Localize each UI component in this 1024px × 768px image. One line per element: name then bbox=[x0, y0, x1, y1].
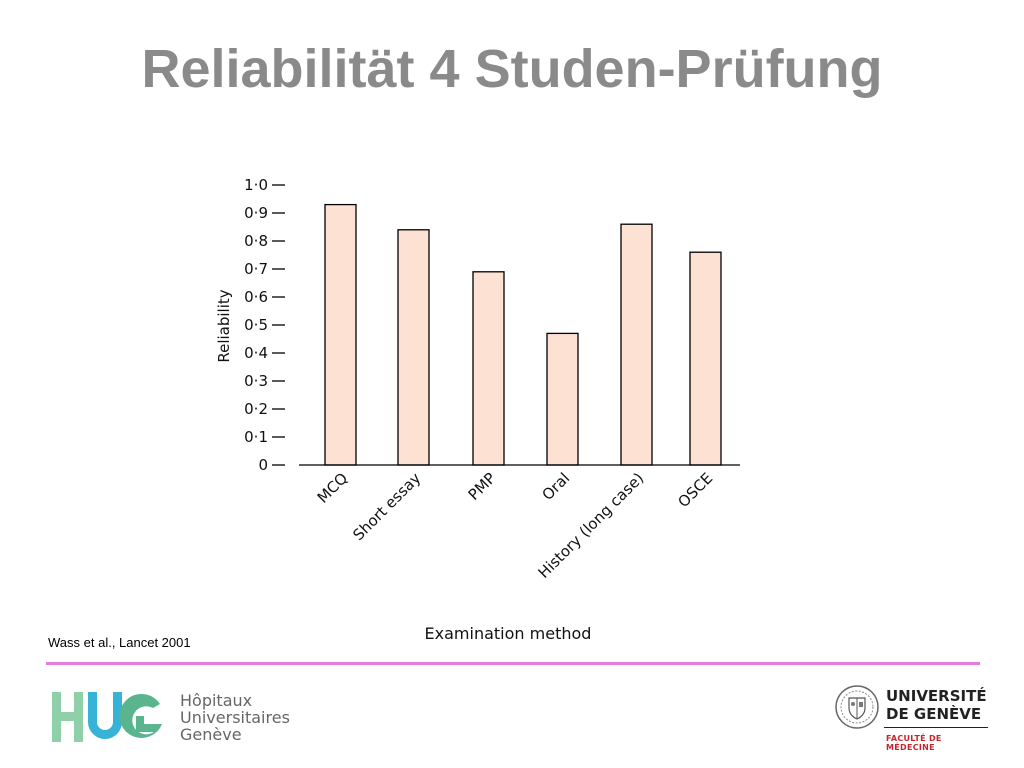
hug-logo-mark bbox=[52, 692, 162, 742]
bar-short-essay bbox=[397, 229, 430, 466]
x-category-label: Oral bbox=[538, 469, 573, 504]
y-tick-label: 1·0 bbox=[244, 176, 268, 194]
bar-pmp bbox=[472, 271, 505, 466]
unige-line-1: UNIVERSITÉ bbox=[886, 687, 987, 705]
y-tick-label: 0·4 bbox=[244, 344, 268, 362]
unige-line-2: DE GENÈVE bbox=[886, 705, 982, 723]
footer-divider bbox=[46, 662, 980, 665]
y-tick-label: 0·6 bbox=[244, 288, 268, 306]
bar-history-long-case bbox=[620, 223, 653, 466]
hug-logo: Hôpitaux Universitaires Genève bbox=[52, 690, 290, 746]
bar-osce bbox=[689, 251, 722, 466]
y-tick-label: 0·2 bbox=[244, 400, 268, 418]
x-axis-title: Examination method bbox=[425, 624, 592, 643]
bar-mcq bbox=[324, 203, 357, 466]
x-category-label: PMP bbox=[465, 469, 500, 504]
slide-title: Reliabilität 4 Studen-Prüfung bbox=[141, 39, 883, 99]
y-tick-label: 0·9 bbox=[244, 204, 268, 222]
bars bbox=[324, 203, 722, 466]
y-axis-title: Reliability bbox=[215, 289, 233, 362]
y-tick-label: 0·5 bbox=[244, 316, 268, 334]
y-axis: 0 0·1 0·2 0·3 0·4 0·5 0·6 0·7 0·8 0·9 1·0 bbox=[244, 176, 285, 474]
x-category-label: MCQ bbox=[314, 469, 352, 507]
unige-faculty: FACULTÉ DE MÉDECINE bbox=[886, 734, 942, 752]
hug-line-3: Genève bbox=[180, 725, 242, 744]
x-category-label: OSCE bbox=[674, 469, 716, 511]
unige-logo: UNIVERSITÉ DE GENÈVE FACULTÉ DE MÉDECINE bbox=[834, 684, 990, 752]
y-tick-label: 0·7 bbox=[244, 260, 268, 278]
y-tick-label: 0·3 bbox=[244, 372, 268, 390]
y-tick-label: 0·8 bbox=[244, 232, 268, 250]
unige-name: UNIVERSITÉ DE GENÈVE bbox=[886, 687, 987, 723]
x-category-label: Short essay bbox=[349, 469, 424, 544]
hug-line-2: Universitaires bbox=[180, 708, 290, 727]
y-tick-label: 0 bbox=[258, 456, 268, 474]
bar-chart: 0 0·1 0·2 0·3 0·4 0·5 0·6 0·7 0·8 0·9 1·0 MCQShort… bbox=[215, 176, 740, 643]
citation: Wass et al., Lancet 2001 bbox=[48, 635, 191, 650]
y-tick-label: 0·1 bbox=[244, 428, 268, 446]
unige-rule bbox=[884, 727, 988, 728]
hug-line-1: Hôpitaux bbox=[180, 691, 253, 710]
bar-oral bbox=[546, 332, 579, 466]
hug-logo-text: Hôpitaux Universitaires Genève bbox=[180, 692, 290, 743]
unige-seal-icon bbox=[835, 685, 879, 729]
